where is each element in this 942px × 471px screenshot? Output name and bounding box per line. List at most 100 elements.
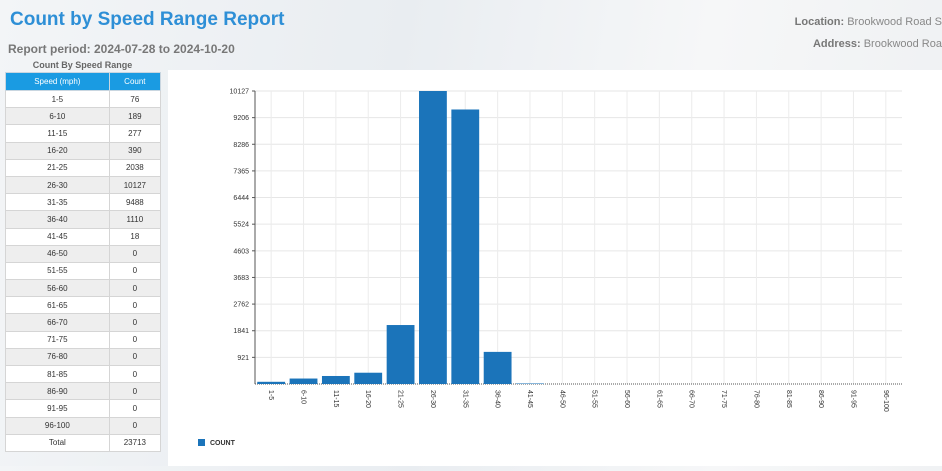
address-value: Brookwood Roa — [863, 38, 942, 50]
table-cell: 91-95 — [5, 399, 110, 418]
table-cell: 61-65 — [5, 296, 110, 315]
table-cell: 56-60 — [5, 279, 110, 298]
x-tick-label: 1-5 — [267, 390, 274, 400]
table-cell: 0 — [108, 347, 162, 367]
table-cell: 277 — [108, 124, 162, 143]
table-row: 36-40 1110 — [5, 210, 162, 229]
y-tick-label: 921 — [237, 355, 249, 362]
table-row: 21-25 2038 — [5, 158, 162, 177]
table-cell: 6-10 — [5, 107, 110, 126]
table-row: 16-20 390 — [5, 141, 162, 160]
table-cell: 71-75 — [5, 330, 110, 349]
chart: 921 1841 2762 3683 4603 5524 6444 7365 8286 9206 1… — [198, 89, 902, 447]
address: Address: Brookwood Roa — [813, 38, 942, 50]
bar — [483, 351, 512, 384]
x-tick-label: 16-20 — [364, 390, 371, 408]
y-tick-label: 5524 — [233, 222, 249, 229]
table-row: 96-100 0 — [5, 416, 162, 435]
table-row: 41-45 18 — [5, 227, 162, 246]
location: Location: Brookwood Road S — [795, 16, 942, 28]
table-row: 61-65 0 — [5, 296, 162, 315]
header-cell: Speed (mph) — [5, 72, 110, 91]
table-cell: 51-55 — [5, 261, 110, 281]
table-cell: 0 — [108, 330, 162, 349]
table-caption: Count By Speed Range — [32, 60, 133, 70]
table-cell: 66-70 — [5, 313, 110, 332]
table-row: 71-75 0 — [5, 330, 162, 349]
table-cell: 0 — [108, 364, 162, 384]
table-cell: 41-45 — [5, 227, 110, 246]
y-tick-label: 6444 — [233, 195, 249, 202]
y-tick-label: 8286 — [233, 142, 249, 149]
x-tick-label: 61-65 — [655, 390, 662, 408]
table-row: 26-30 10127 — [5, 175, 162, 195]
table-row: 86-90 0 — [5, 382, 162, 401]
legend-label: COUNT — [210, 440, 236, 447]
table-cell: 96-100 — [5, 416, 110, 435]
table-row: 1-5 76 — [5, 89, 162, 109]
x-tick-label: 6-10 — [300, 390, 307, 404]
table-cell: 76-80 — [5, 347, 110, 367]
table-cell: 36-40 — [5, 210, 110, 229]
table-row: 31-35 9488 — [5, 193, 162, 212]
table-row: 81-85 0 — [5, 364, 162, 384]
bar — [451, 109, 480, 384]
table-cell: 10127 — [108, 175, 162, 195]
table-cell: 189 — [108, 107, 162, 126]
table-header: Speed (mph) Count — [5, 72, 162, 91]
location-label: Location: — [794, 16, 845, 28]
table-cell: 18 — [108, 227, 162, 246]
table-cell: 1110 — [108, 210, 162, 229]
x-tick-label: 76-80 — [752, 390, 759, 408]
bar — [354, 372, 383, 384]
table-cell: 0 — [108, 416, 162, 435]
x-tick-label: 21-25 — [397, 390, 404, 408]
speed-table: Speed (mph) Count 1-5 76 6-10 189 11-15 277 16… — [5, 72, 162, 452]
table-cell: 11-15 — [5, 124, 110, 143]
report-period: Report period: 2024-07-28 to 2024-10-20 — [8, 42, 235, 56]
bar — [321, 375, 350, 384]
chart-panel: 921 1841 2762 3683 4603 5524 6444 7365 8286 9206 1… — [168, 70, 942, 466]
x-tick-label: 11-15 — [332, 390, 339, 407]
y-tick-label: 4603 — [233, 248, 249, 255]
table-row: 66-70 0 — [5, 313, 162, 332]
table-cell: 0 — [108, 279, 162, 298]
table-cell: 31-35 — [5, 193, 110, 212]
bar — [289, 378, 318, 384]
x-tick-label: 91-95 — [849, 390, 856, 408]
y-tick-label: 1841 — [233, 328, 249, 335]
x-tick-label: 36-40 — [494, 390, 501, 408]
table-cell: 76 — [108, 89, 162, 109]
x-tick-label: 46-50 — [558, 390, 565, 408]
location-value: Brookwood Road S — [847, 16, 942, 28]
table-row: Total 23713 — [5, 433, 162, 452]
table-body: 1-5 76 6-10 189 11-15 277 16-20 390 21-25 2038 26-… — [5, 89, 162, 452]
x-tick-label: 31-35 — [461, 390, 468, 408]
table-cell: 16-20 — [5, 141, 110, 160]
table-cell: 0 — [108, 261, 162, 281]
table-cell: 2038 — [108, 158, 162, 177]
bar — [257, 381, 286, 384]
table-cell: 1-5 — [5, 89, 110, 109]
table-cell: 46-50 — [5, 244, 110, 263]
y-tick-label: 9206 — [233, 115, 249, 122]
table-cell: 0 — [108, 313, 162, 332]
y-tick-label: 7365 — [233, 168, 249, 175]
y-tick-label: 2762 — [233, 302, 249, 309]
table-cell: 0 — [108, 244, 162, 263]
x-tick-label: 86-90 — [817, 390, 824, 408]
x-tick-label: 71-75 — [720, 390, 727, 408]
table-row: 76-80 0 — [5, 347, 162, 367]
table-row: 46-50 0 — [5, 244, 162, 263]
y-tick-label: 3683 — [233, 275, 249, 282]
table-cell: Total — [5, 433, 110, 452]
table-row: 6-10 189 — [5, 107, 162, 126]
table-cell: 390 — [108, 141, 162, 160]
bar — [386, 325, 415, 384]
table-cell: 86-90 — [5, 382, 110, 401]
x-tick-label: 56-60 — [623, 390, 630, 408]
table-cell: 0 — [108, 296, 162, 315]
table-cell: 0 — [108, 399, 162, 418]
table-cell: 21-25 — [5, 158, 110, 177]
